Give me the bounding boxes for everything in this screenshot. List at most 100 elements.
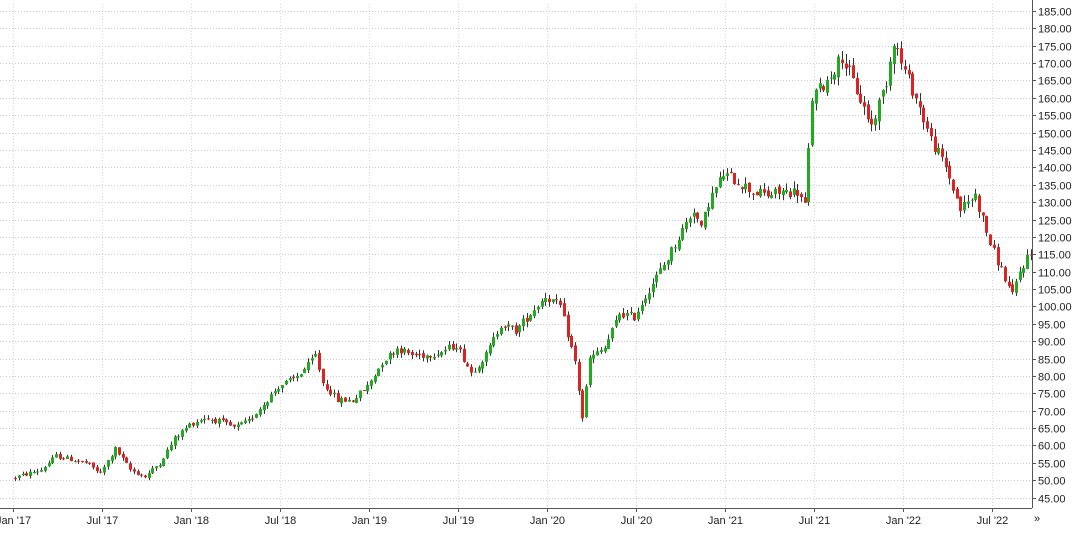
candle-body-up [774,188,777,195]
y-tick-label: 150.00 [1038,129,1072,141]
candle-body-up [259,409,262,415]
y-tick-label: 185.00 [1038,7,1072,19]
candle-body-up [114,447,117,457]
candle-body-up [693,212,696,217]
candle-body-up [681,227,684,240]
candle-body-up [396,348,399,355]
candle-body-down [993,244,996,248]
candle-body-up [174,436,177,446]
candle-body-down [222,418,225,420]
x-tick-label: Jul '17 [87,515,118,527]
candle-body-up [311,358,314,361]
candle-body-up [533,310,536,317]
candle-body-up [359,390,362,399]
candle-body-up [889,61,892,86]
candle-body-up [22,473,25,476]
candle-body-down [919,101,922,108]
candle-body-up [18,475,21,478]
candle-body-up [596,351,599,356]
candle-body-down [767,190,770,197]
candle-body-up [170,444,173,451]
candle-body-down [852,65,855,79]
candle-body-down [25,473,28,476]
y-tick-label: 90.00 [1038,337,1066,349]
candle-body-down [233,424,236,427]
candle-body-up [103,466,106,473]
candle-body-up [744,183,747,190]
candle-body-down [407,349,410,353]
candle-body-down [418,354,421,356]
candle-body-up [967,201,970,204]
candle-body-down [989,234,992,246]
candle-body-down [225,419,228,423]
candle-body-up [440,352,443,356]
candle-body-down [363,390,366,392]
x-tick-label: Jul '18 [265,515,296,527]
candle-body-down [14,478,17,480]
candle-body-up [240,422,243,425]
candle-body-down [915,93,918,99]
candle-body-down [737,184,740,186]
candle-body-up [203,418,206,421]
candle-body-down [863,102,866,107]
candle-body-down [763,189,766,193]
candle-body-down [415,353,418,356]
candle-body-down [1008,281,1011,287]
candle-body-up [148,473,151,479]
candle-body-up [971,199,974,201]
candle-body-up [281,385,284,389]
candle-body-down [804,197,807,203]
candle-body-down [1011,284,1014,292]
candle-body-up [648,293,651,300]
candle-body-down [144,475,147,478]
y-tick-label: 45.00 [1038,494,1066,506]
candle-body-up [663,264,666,271]
candle-body-up [40,470,43,472]
candle-body-up [248,419,251,421]
candle-body-up [604,347,607,352]
candle-body-up [826,80,829,93]
candle-body-down [511,325,514,327]
candle-body-up [162,458,165,467]
candle-body-down [997,247,1000,266]
candle-body-up [655,274,658,283]
candle-body-down [900,48,903,64]
candle-body-up [785,189,788,193]
candle-body-up [374,375,377,382]
candle-body-up [489,345,492,354]
candle-body-up [181,430,184,437]
candle-body-up [478,367,481,372]
y-tick-label: 80.00 [1038,372,1066,384]
candle-body-down [867,104,870,120]
y-tick-label: 175.00 [1038,42,1072,54]
candle-body-up [500,327,503,334]
candle-body-down [251,418,254,420]
candle-body-down [748,182,751,193]
y-tick-label: 180.00 [1038,24,1072,36]
candle-body-down [85,461,88,463]
candle-body-up [274,391,277,394]
candle-body-down [70,456,73,462]
y-tick-label: 110.00 [1038,268,1071,280]
candle-body-down [752,193,755,195]
candle-body-up [807,147,810,203]
candle-body-down [941,148,944,157]
candle-body-up [585,386,588,418]
candle-body-up [289,378,292,381]
candle-body-down [125,457,128,463]
y-tick-label: 170.00 [1038,59,1072,71]
y-tick-label: 85.00 [1038,355,1066,367]
candle-body-down [400,348,403,354]
candle-body-up [793,188,796,195]
candle-body-down [99,471,102,473]
candle-body-up [659,268,662,274]
candle-body-up [381,365,384,368]
candle-body-down [504,326,507,328]
x-tick-label: Jan '21 [708,515,743,527]
candle-body-up [474,371,477,373]
candle-body-up [652,283,655,293]
candle-body-up [644,298,647,304]
y-tick-label: 60.00 [1038,441,1066,453]
candle-body-down [326,384,329,390]
